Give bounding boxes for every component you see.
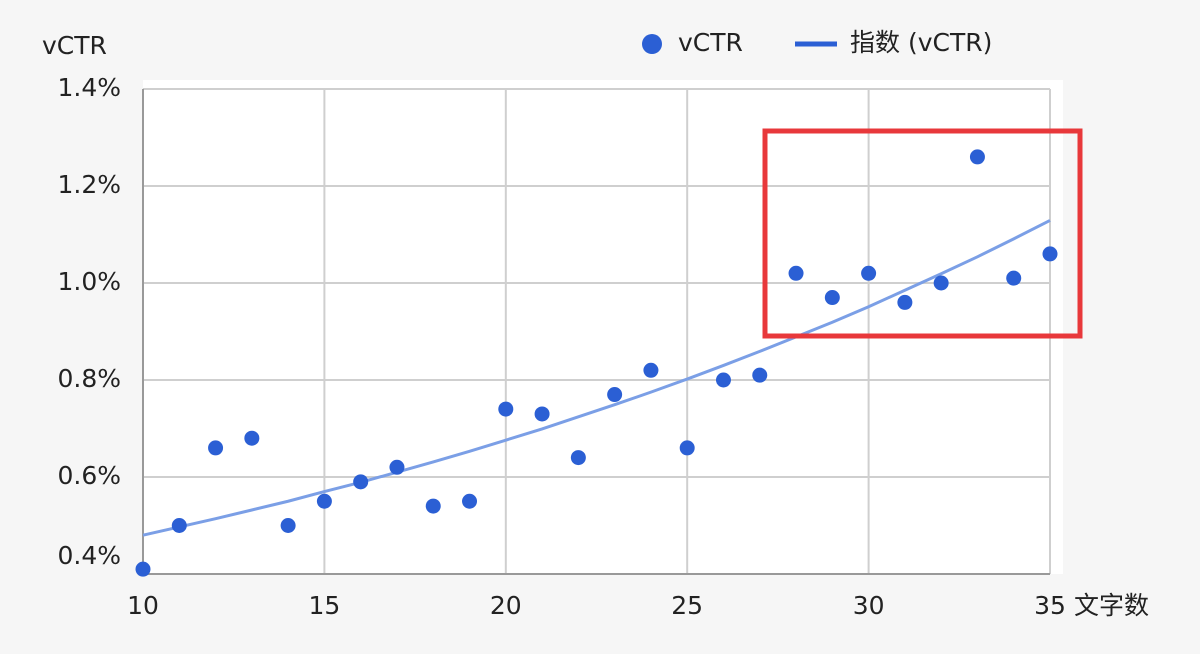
- point: [607, 387, 623, 403]
- point: [353, 474, 369, 490]
- y-tick-label: 0.8%: [57, 364, 121, 393]
- point: [861, 265, 877, 281]
- point: [462, 493, 478, 509]
- legend-label: 指数 (vCTR): [850, 28, 992, 57]
- point: [425, 498, 441, 514]
- y-axis-title: vCTR: [42, 31, 107, 60]
- point: [643, 362, 659, 378]
- point: [788, 265, 804, 281]
- x-axis-title: 文字数: [1074, 591, 1149, 620]
- point: [280, 518, 296, 533]
- point: [244, 430, 260, 446]
- point: [752, 367, 768, 383]
- point: [498, 401, 514, 417]
- point: [824, 290, 840, 306]
- point: [715, 372, 731, 388]
- point: [1006, 270, 1022, 286]
- x-tick-label: 15: [308, 591, 340, 620]
- grid: [142, 88, 1051, 575]
- trend-line: [142, 219, 1051, 537]
- legend-label: vCTR: [678, 28, 743, 57]
- point: [679, 440, 695, 456]
- highlight-box: [762, 128, 1083, 339]
- point: [969, 149, 985, 165]
- x-tick-label: 35: [1034, 591, 1066, 620]
- point: [897, 294, 913, 310]
- x-tick-label: 20: [490, 591, 522, 620]
- point: [534, 406, 550, 422]
- x-tick-label: 10: [127, 591, 159, 620]
- point: [1042, 246, 1058, 262]
- marks: [135, 149, 1058, 577]
- point: [389, 459, 405, 475]
- y-tick-label: 0.4%: [57, 541, 121, 570]
- x-tick-label: 30: [853, 591, 885, 620]
- legend-marker: [642, 34, 662, 54]
- point: [933, 275, 949, 291]
- plot-area: [143, 80, 1063, 574]
- point: [316, 493, 332, 509]
- point: [171, 518, 187, 533]
- point: [570, 450, 586, 466]
- point: [208, 440, 224, 456]
- x-tick-label: 25: [671, 591, 703, 620]
- y-tick-label: 1.2%: [57, 170, 121, 199]
- y-tick-label: 0.6%: [57, 461, 121, 490]
- y-tick-label: 1.4%: [57, 73, 121, 102]
- y-tick-label: 1.0%: [57, 267, 121, 296]
- point: [135, 561, 151, 577]
